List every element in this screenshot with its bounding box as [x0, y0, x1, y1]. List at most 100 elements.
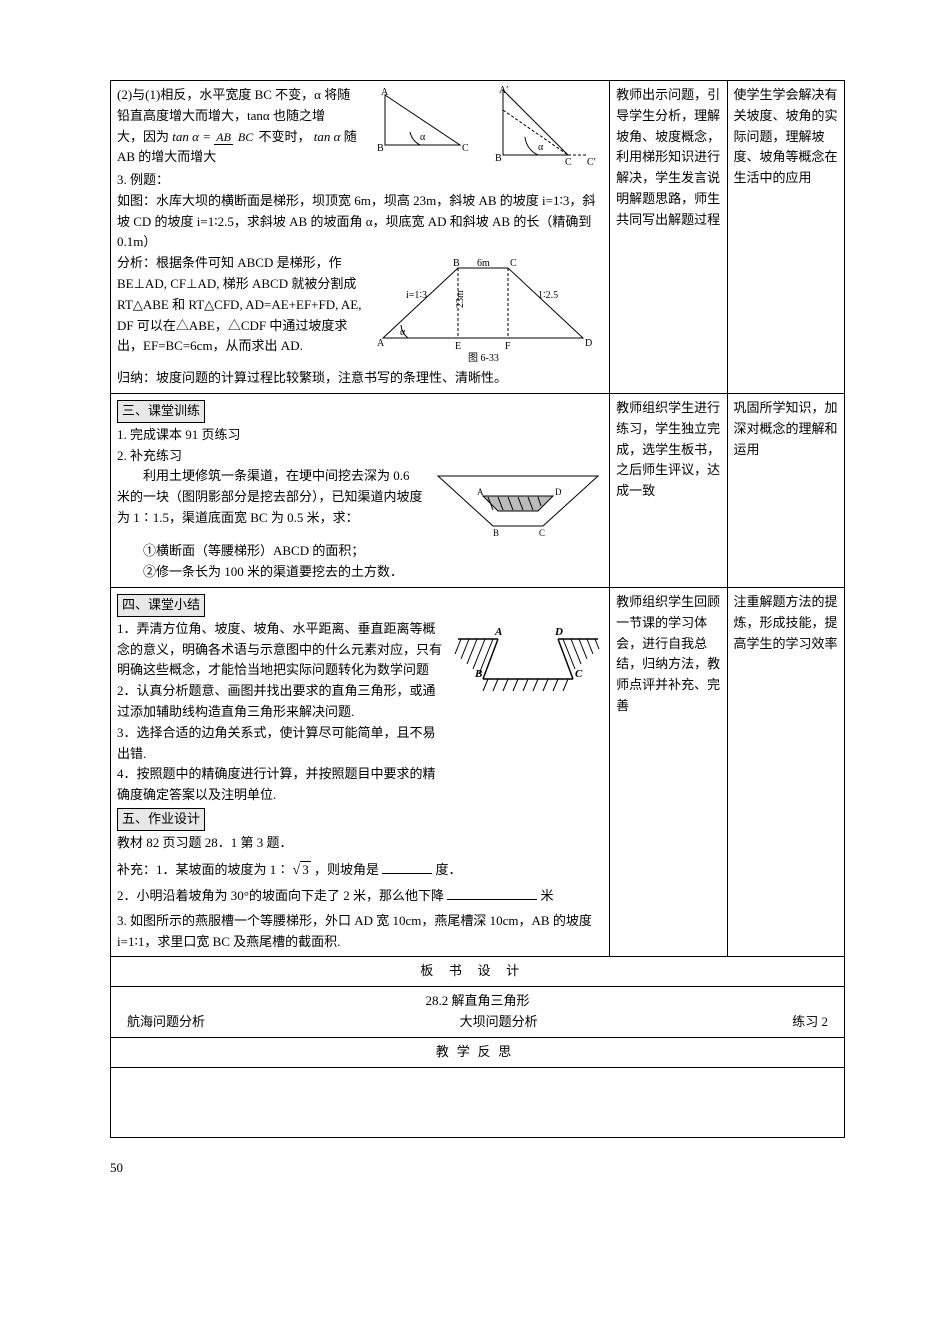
svg-text:α: α: [400, 327, 406, 338]
lesson-title: 28.2 解直角三角形: [117, 991, 838, 1012]
main-table: (2)与(1)相反，水平宽度 BC 不变，α 将随铅直高度增大而增大，tanα …: [110, 80, 845, 1138]
svg-text:23m: 23m: [455, 290, 466, 308]
text: ①横断面（等腰梯形）ABCD 的面积；: [117, 541, 603, 562]
row-reflect-body: [111, 1067, 845, 1137]
svg-text:C: C: [462, 143, 469, 154]
cell-teacher-2: 教师组织学生进行练习，学生独立完成，选学生板书，之后师生评议，达成一致: [610, 393, 727, 587]
svg-text:D: D: [555, 487, 562, 497]
sqrt-val: 3: [300, 861, 311, 877]
text: 归纳：坡度问题的计算过程比较繁琐，注意书写的条理性、清晰性。: [117, 368, 603, 389]
cell-teacher-3: 教师组织学生回顾一节课的学习体会，进行自我总结，归纳方法，教师点评并补充、完善: [610, 587, 727, 956]
design-col-1: 航海问题分析: [127, 1012, 205, 1033]
reflect-header: 教学反思: [111, 1037, 845, 1067]
text: 2．认真分析题意、画图并找出要求的直角三角形，或通过添加辅助线构造直角三角形来解…: [117, 681, 445, 723]
svg-text:C: C: [539, 528, 545, 538]
cell-teacher-1: 教师出示问题，引导学生分析，理解坡角、坡度概念，利用梯形知识进行解决，学生发言说…: [610, 81, 727, 394]
svg-text:D: D: [554, 626, 563, 638]
channel-figure: A B C D: [433, 466, 603, 541]
board-design-body: 28.2 解直角三角形 航海问题分析 大坝问题分析 练习 2: [111, 987, 845, 1038]
text: 补充：1．某坡面的坡度为 1∶ √3 ，则坡角是 度．: [117, 860, 603, 882]
text: AB 的增大而增大: [117, 147, 357, 168]
row-design-body: 28.2 解直角三角形 航海问题分析 大坝问题分析 练习 2: [111, 987, 845, 1038]
text: 4．按照题中的精确度进行计算，并按照题目中要求的精确度确定答案以及注明单位.: [117, 764, 445, 806]
svg-text:A: A: [381, 87, 389, 98]
text: 1. 完成课本 91 页练习: [117, 425, 603, 446]
eq-lhs: tan α =: [172, 129, 211, 144]
dovetail-figure: A D B C: [453, 619, 603, 699]
fraction: AB BC: [214, 131, 255, 144]
svg-text:B: B: [474, 668, 482, 680]
cell-goal-2: 巩固所学知识，加深对概念的理解和运用: [727, 393, 844, 587]
svg-text:B: B: [493, 528, 499, 538]
blank-field: [382, 861, 432, 874]
equation: tan α: [314, 129, 341, 144]
equation: tan α = AB BC: [172, 129, 258, 144]
svg-text:B: B: [453, 258, 460, 269]
reflect-body: [111, 1067, 845, 1137]
text: 3．选择合适的边角关系式，使计算尽可能简单，且不易出错.: [117, 723, 445, 765]
triangle-figure-1: A B C α: [365, 85, 475, 160]
numerator: AB: [214, 130, 233, 145]
cell-goal-1: 使学生学会解决有关坡度、坡角的实际问题，理解坡度、坡角等概念在生活中的应用: [727, 81, 844, 394]
svg-text:F: F: [505, 341, 511, 352]
text: ，则坡角是: [314, 862, 379, 877]
row-exercise: 三、课堂训练 1. 完成课本 91 页练习 2. 补充练习 利用土埂修筑一条渠道…: [111, 393, 845, 587]
text: 补充：1．某坡面的坡度为 1∶: [117, 862, 289, 877]
svg-text:B: B: [495, 153, 502, 164]
page: (2)与(1)相反，水平宽度 BC 不变，α 将随铅直高度增大而增大，tanα …: [0, 0, 945, 1218]
page-number: 50: [110, 1158, 845, 1179]
svg-text:1∶2.5: 1∶2.5: [538, 290, 558, 301]
text: 不变时，: [259, 129, 311, 144]
cell-main-1: (2)与(1)相反，水平宽度 BC 不变，α 将随铅直高度增大而增大，tanα …: [111, 81, 610, 394]
svg-text:A: A: [377, 338, 385, 349]
blank-field: [447, 887, 537, 900]
text: 随: [344, 129, 357, 144]
text: 3. 如图所示的燕服槽一个等腰梯形，外口 AD 宽 10cm，燕尾槽深 10cm…: [117, 911, 603, 953]
dam-figure: 6m 23m i=1∶3 1∶2.5 A B C D E F α 图 6-33: [373, 253, 603, 368]
svg-text:6m: 6m: [477, 258, 490, 269]
svg-text:D: D: [585, 338, 592, 349]
text: 2. 补充练习: [117, 446, 603, 467]
text: 分析：根据条件可知 ABCD 是梯形，作 BE⊥AD, CF⊥AD, 梯形 AB…: [117, 253, 365, 357]
svg-text:α: α: [420, 132, 426, 143]
text: 1．弄清方位角、坡度、坡角、水平距离、垂直距离等概念的意义，明确各术语与示意图中…: [117, 619, 445, 681]
svg-text:A′: A′: [499, 85, 508, 96]
svg-text:i=1∶3: i=1∶3: [406, 290, 427, 301]
row-summary: 四、课堂小结 1．弄清方位角、坡度、坡角、水平距离、垂直距离等概念的意义，明确各…: [111, 587, 845, 956]
text: 度．: [435, 862, 461, 877]
svg-text:α: α: [538, 142, 544, 153]
section-label: 三、课堂训练: [117, 400, 205, 423]
row-examples: (2)与(1)相反，水平宽度 BC 不变，α 将随铅直高度增大而增大，tanα …: [111, 81, 845, 394]
heading: 3. 例题：: [117, 170, 603, 191]
text: 利用土埂修筑一条渠道，在埂中间挖去深为 0.6 米的一块（图阴影部分是挖去部分）…: [117, 466, 425, 528]
text: 2．小明沿着坡角为 30°的坡面向下走了 2 米，那么他下降 米: [117, 886, 603, 907]
text: ②修一条长为 100 米的渠道要挖去的土方数．: [117, 562, 603, 583]
svg-text:B: B: [377, 143, 384, 154]
section-label: 四、课堂小结: [117, 594, 205, 617]
svg-text:C′: C′: [587, 157, 596, 168]
design-col-3: 练习 2: [792, 1012, 828, 1033]
text: 大，因为: [117, 129, 172, 144]
cell-main-3: 四、课堂小结 1．弄清方位角、坡度、坡角、水平距离、垂直距离等概念的意义，明确各…: [111, 587, 610, 956]
cell-main-2: 三、课堂训练 1. 完成课本 91 页练习 2. 补充练习 利用土埂修筑一条渠道…: [111, 393, 610, 587]
text: (2)与(1)相反，水平宽度 BC 不变，α 将随铅直高度增大而增大，tanα …: [117, 85, 357, 127]
row-reflect-header: 教学反思: [111, 1037, 845, 1067]
svg-text:E: E: [455, 341, 461, 352]
text: 教材 82 页习题 28．1 第 3 题．: [117, 833, 603, 854]
svg-text:C: C: [575, 668, 583, 680]
cell-goal-3: 注重解题方法的提炼，形成技能，提高学生的学习效率: [727, 587, 844, 956]
svg-text:A: A: [494, 626, 502, 638]
text: 米: [540, 888, 553, 903]
svg-text:C: C: [510, 258, 517, 269]
svg-text:C: C: [565, 157, 572, 168]
svg-text:A: A: [477, 487, 484, 497]
text: 2．小明沿着坡角为 30°的坡面向下走了 2 米，那么他下降: [117, 888, 444, 903]
text: 如图：水库大坝的横断面是梯形，坝顶宽 6m，坝高 23m，斜坡 AB 的坡度 i…: [117, 191, 603, 253]
section-label: 五、作业设计: [117, 808, 205, 831]
triangle-figure-2: A′ B C C′ α: [483, 85, 603, 170]
row-design-header: 板书设计: [111, 957, 845, 987]
svg-text:图 6-33: 图 6-33: [468, 352, 499, 364]
denominator: BC: [236, 130, 255, 144]
design-col-2: 大坝问题分析: [460, 1012, 538, 1033]
text: 大，因为 tan α = AB BC 不变时， tan α 随: [117, 127, 357, 148]
